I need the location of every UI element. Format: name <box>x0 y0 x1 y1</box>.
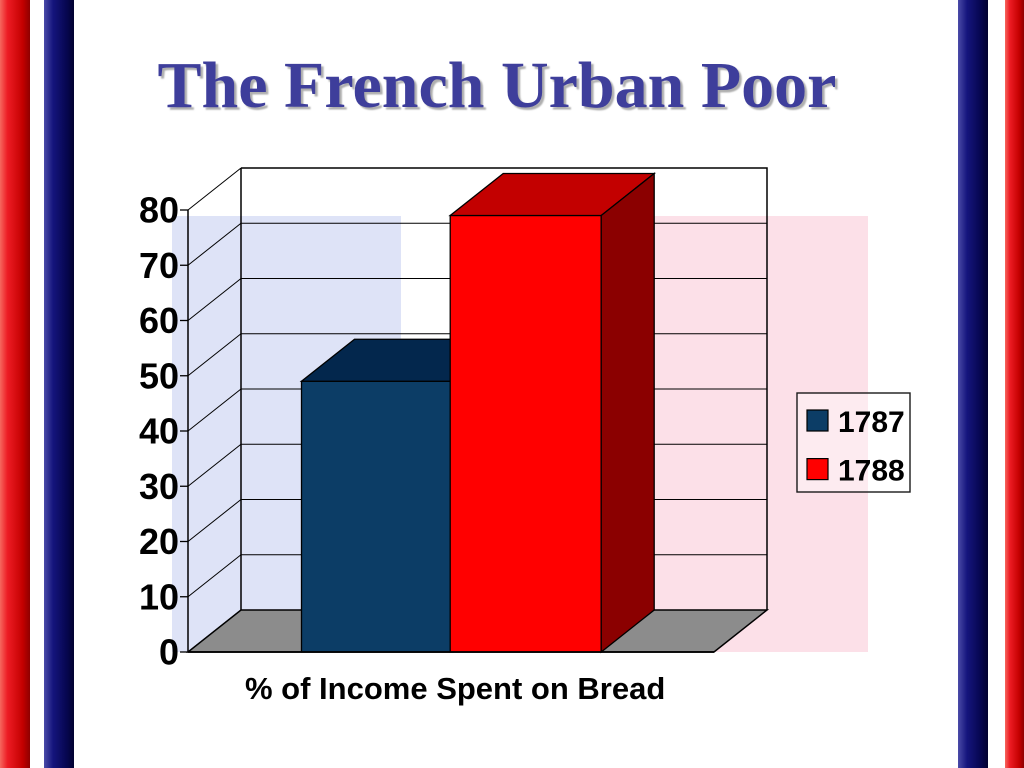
svg-text:80: 80 <box>139 190 179 231</box>
svg-text:30: 30 <box>139 466 179 507</box>
svg-text:1787: 1787 <box>838 406 905 439</box>
svg-text:50: 50 <box>139 355 179 396</box>
svg-text:20: 20 <box>139 521 179 562</box>
svg-text:0: 0 <box>159 632 179 673</box>
svg-text:% of Income Spent on Bread: % of Income Spent on Bread <box>245 671 665 706</box>
svg-text:1788: 1788 <box>838 455 905 488</box>
svg-text:60: 60 <box>139 300 179 341</box>
svg-text:40: 40 <box>139 411 179 452</box>
svg-text:70: 70 <box>139 245 179 286</box>
svg-text:10: 10 <box>139 576 179 617</box>
